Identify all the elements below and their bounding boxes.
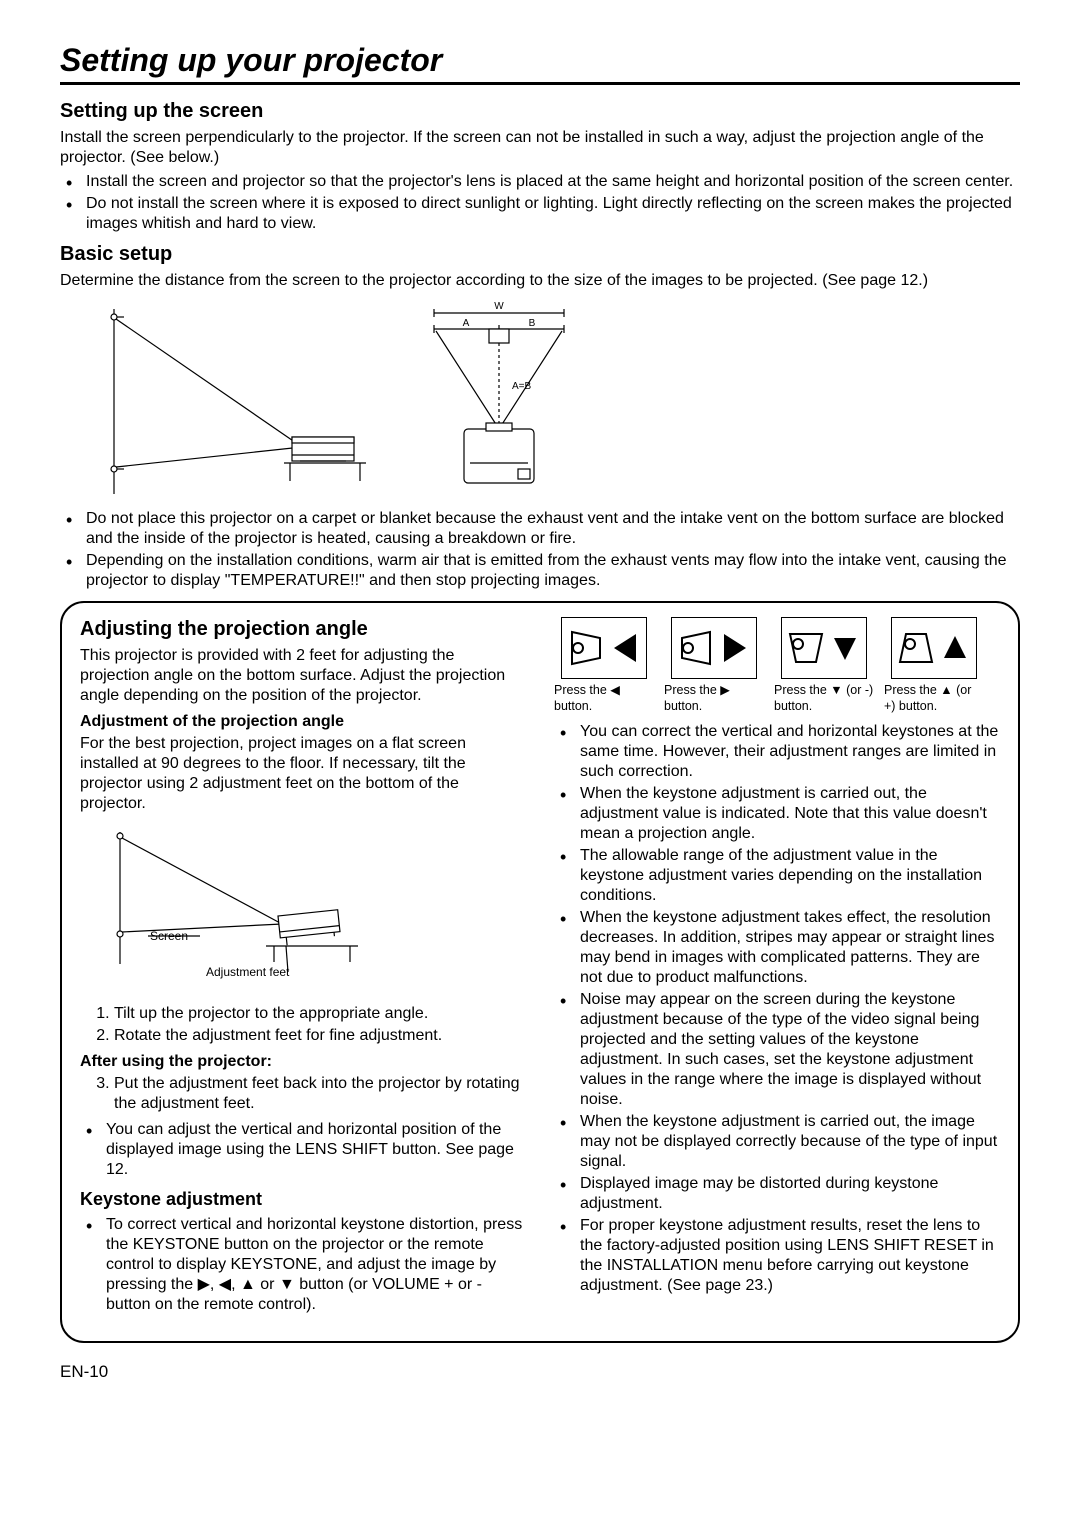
text-adjustment-of-angle: For the best projection, project images …: [80, 734, 526, 814]
triangle-down-icon: [830, 630, 860, 666]
trap-up-icon: [898, 630, 934, 666]
diagram-side-projection: [84, 299, 374, 499]
section-setting-up-screen: Setting up the screen Install the screen…: [60, 99, 1020, 234]
list-item: For proper keystone adjustment results, …: [580, 1216, 1000, 1296]
box-right-column: Press the ◀ button. Press the ▶ button. …: [554, 617, 1000, 1323]
label-screen: Screen: [150, 929, 188, 943]
trap-down-icon: [788, 630, 824, 666]
text-adjust-angle-intro: This projector is provided with 2 feet f…: [80, 646, 526, 706]
section-basic-setup: Basic setup Determine the distance from …: [60, 242, 1020, 591]
page-number: EN-10: [60, 1361, 1020, 1382]
list-item: Noise may appear on the screen during th…: [580, 990, 1000, 1110]
list-item: When the keystone adjustment is carried …: [580, 1112, 1000, 1172]
heading-keystone: Keystone adjustment: [80, 1188, 526, 1211]
heading-adjustment-of-angle: Adjustment of the projection angle: [80, 712, 526, 732]
diagram-top-centered: W A B A=B: [414, 299, 584, 499]
diagram-adjustment-feet: Screen Adjustment feet: [90, 824, 390, 994]
list-item: Depending on the installation conditions…: [86, 551, 1020, 591]
box-left-column: Adjusting the projection angle This proj…: [80, 617, 526, 1323]
press-up: Press the ▲ (or +) button.: [884, 617, 984, 714]
bullets-keystone-right: You can correct the vertical and horizon…: [554, 722, 1000, 1296]
list-item: Install the screen and projector so that…: [86, 172, 1020, 192]
press-caption: Press the ▲ (or +) button.: [884, 683, 984, 714]
heading-setting-up-screen: Setting up the screen: [60, 99, 1020, 124]
bullets-keystone-left: To correct vertical and horizontal keyst…: [80, 1215, 526, 1315]
list-item: The allowable range of the adjustment va…: [580, 846, 1000, 906]
basic-setup-diagrams: W A B A=B: [84, 299, 1020, 499]
triangle-right-icon: [720, 630, 750, 666]
steps-after: Put the adjustment feet back into the pr…: [80, 1074, 526, 1114]
label-aeqb: A=B: [512, 381, 532, 392]
list-item: When the keystone adjustment takes effec…: [580, 908, 1000, 988]
trap-right-icon: [678, 630, 714, 666]
bullets-lens-shift: You can adjust the vertical and horizont…: [80, 1120, 526, 1180]
list-item: Tilt up the projector to the appropriate…: [114, 1004, 526, 1024]
list-item: To correct vertical and horizontal keyst…: [106, 1215, 526, 1315]
list-item: Put the adjustment feet back into the pr…: [114, 1074, 526, 1114]
intro-setting-up-screen: Install the screen perpendicularly to th…: [60, 128, 1020, 168]
label-a: A: [463, 318, 470, 329]
press-button-row: Press the ◀ button. Press the ▶ button. …: [554, 617, 1000, 714]
list-item: You can correct the vertical and horizon…: [580, 722, 1000, 782]
adjustment-box: Adjusting the projection angle This proj…: [60, 601, 1020, 1343]
press-caption: Press the ▶ button.: [664, 683, 764, 714]
page-title: Setting up your projector: [60, 40, 1020, 85]
list-item: You can adjust the vertical and horizont…: [106, 1120, 526, 1180]
list-item: Do not install the screen where it is ex…: [86, 194, 1020, 234]
press-right: Press the ▶ button.: [664, 617, 764, 714]
press-caption: Press the ▼ (or -) button.: [774, 683, 874, 714]
list-item: Rotate the adjustment feet for fine adju…: [114, 1026, 526, 1046]
triangle-up-icon: [940, 630, 970, 666]
heading-adjust-angle: Adjusting the projection angle: [80, 617, 526, 642]
label-w: W: [494, 301, 504, 312]
list-item: When the keystone adjustment is carried …: [580, 784, 1000, 844]
label-adjustment-feet: Adjustment feet: [206, 965, 290, 979]
heading-after-using: After using the projector:: [80, 1052, 526, 1072]
intro-basic-setup: Determine the distance from the screen t…: [60, 271, 1020, 291]
triangle-left-icon: [610, 630, 640, 666]
bullets-basic-setup: Do not place this projector on a carpet …: [60, 509, 1020, 591]
list-item: Do not place this projector on a carpet …: [86, 509, 1020, 549]
press-down: Press the ▼ (or -) button.: [774, 617, 874, 714]
steps-tilt: Tilt up the projector to the appropriate…: [80, 1004, 526, 1046]
list-item: Displayed image may be distorted during …: [580, 1174, 1000, 1214]
heading-basic-setup: Basic setup: [60, 242, 1020, 267]
press-caption: Press the ◀ button.: [554, 683, 654, 714]
label-b: B: [529, 318, 536, 329]
trap-left-icon: [568, 630, 604, 666]
press-left: Press the ◀ button.: [554, 617, 654, 714]
bullets-setting-up-screen: Install the screen and projector so that…: [60, 172, 1020, 234]
